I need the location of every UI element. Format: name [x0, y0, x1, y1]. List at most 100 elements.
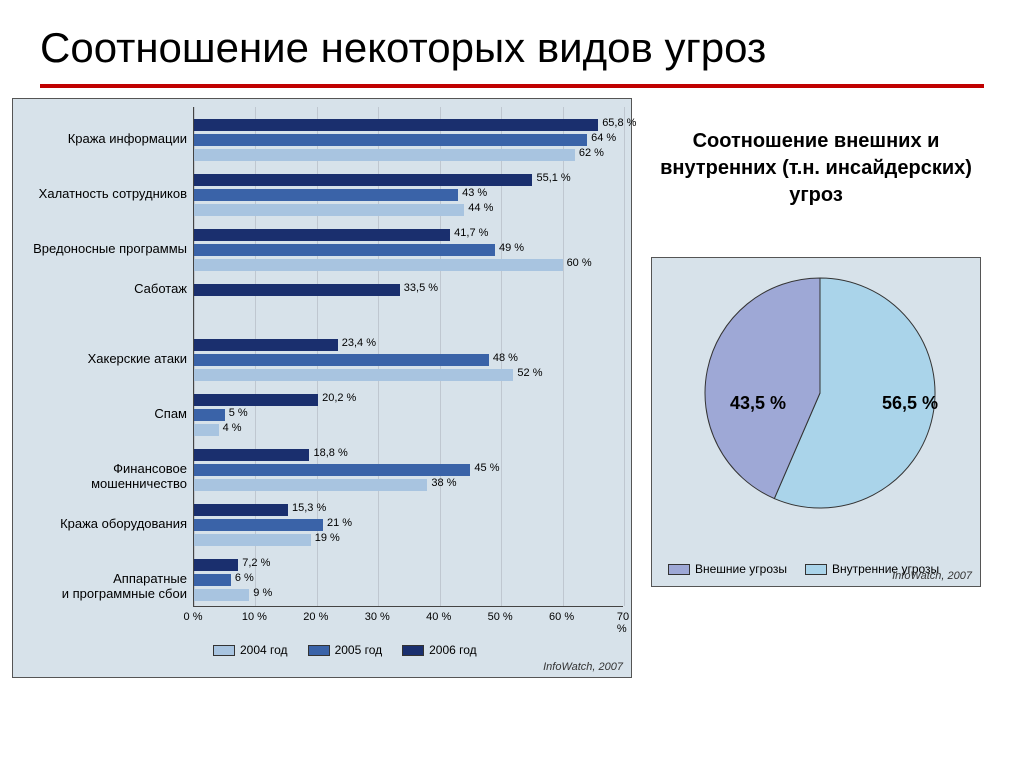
bar-value-label: 7,2 %: [242, 557, 270, 569]
bar-group: 65,8 % 64 % 62 %: [194, 119, 598, 161]
legend-label: 2004 год: [240, 643, 288, 657]
bar-value-label: 23,4 %: [342, 337, 376, 349]
x-tick-label: 50 %: [488, 611, 513, 623]
bar: 5 %: [194, 409, 225, 421]
bar: 9 %: [194, 589, 249, 601]
x-tick-label: 30 %: [365, 611, 390, 623]
bar: 43 %: [194, 189, 458, 201]
bar-value-label: 5 %: [229, 407, 248, 419]
category-label: Аппаратныеи программные сбои: [17, 572, 187, 602]
bar-group: 55,1 %43 %44 %: [194, 174, 532, 216]
bar: 64 %: [194, 134, 587, 146]
bar: 20,2 %: [194, 394, 318, 406]
bar: 19 %: [194, 534, 311, 546]
bar: 21 %: [194, 519, 323, 531]
category-label: Финансовое мошенничество: [17, 462, 187, 492]
content-row: 65,8 %64 %62 %55,1 %43 %44 %41,7 %49 %60…: [0, 88, 1024, 678]
legend-swatch: [668, 564, 690, 575]
x-tick-label: 10 %: [242, 611, 267, 623]
legend-swatch: [402, 645, 424, 656]
category-label: Кража информации: [17, 132, 187, 147]
x-tick-label: 60 %: [549, 611, 574, 623]
bar-value-label: 41,7 %: [454, 227, 488, 239]
bar: 60 %: [194, 259, 563, 271]
x-tick-label: 70 %: [617, 611, 629, 635]
bar: 62 %: [194, 149, 575, 161]
bar-value-label: 20,2 %: [322, 392, 356, 404]
bar-group: 7,2 % 6 % 9 %: [194, 559, 249, 601]
bar-group: 15,3 % 21 % 19 %: [194, 504, 323, 546]
bar-value-label: 52 %: [517, 367, 542, 379]
bar-value-label: 49 %: [499, 242, 524, 254]
legend-item: 2005 год: [308, 643, 383, 657]
bar: 65,8 %: [194, 119, 598, 131]
right-column: Соотношение внешних и внутренних (т.н. и…: [646, 98, 986, 678]
slide-title: Соотношение некоторых видов угроз: [0, 0, 1024, 80]
pie-chart-source: InfoWatch, 2007: [892, 570, 972, 582]
bar: 7,2 %: [194, 559, 238, 571]
bar-value-label: 19 %: [315, 532, 340, 544]
bar-value-label: 48 %: [493, 352, 518, 364]
bar-value-label: 65,8 %: [602, 117, 636, 129]
bar: 41,7 %: [194, 229, 450, 241]
pie-title: Соотношение внешних и внутренних (т.н. и…: [646, 128, 986, 209]
category-label: Спам: [17, 407, 187, 422]
legend-item: 2004 год: [213, 643, 288, 657]
pie-slice-label: 43,5 %: [730, 393, 786, 414]
legend-item: Внешние угрозы: [668, 562, 787, 576]
bar-value-label: 62 %: [579, 147, 604, 159]
bar: 45 %: [194, 464, 470, 476]
bar-value-label: 43 %: [462, 187, 487, 199]
bar-value-label: 60 %: [567, 257, 592, 269]
bar-group: 41,7 % 49 % 60 %: [194, 229, 563, 271]
bar-group: 23,4 % 48 % 52 %: [194, 339, 513, 381]
bar: 55,1 %: [194, 174, 532, 186]
bar: 33,5 %: [194, 284, 400, 296]
bar-value-label: 18,8 %: [313, 447, 347, 459]
x-tick-label: 20 %: [303, 611, 328, 623]
pie-chart-panel: Внешние угрозыВнутренние угрозы InfoWatc…: [651, 257, 981, 587]
bar: 52 %: [194, 369, 513, 381]
x-tick-label: 0 %: [184, 611, 203, 623]
category-label: Саботаж: [17, 282, 187, 297]
gridline: [624, 107, 625, 606]
bar-value-label: 55,1 %: [536, 172, 570, 184]
category-label: Вредоносные программы: [17, 242, 187, 257]
bar-chart-legend: 2004 год 2005 год 2006 год: [213, 643, 477, 657]
bar-chart-panel: 65,8 %64 %62 %55,1 %43 %44 %41,7 %49 %60…: [12, 98, 632, 678]
legend-swatch: [308, 645, 330, 656]
bar: 18,8 %: [194, 449, 309, 461]
legend-label: 2005 год: [335, 643, 383, 657]
legend-swatch: [213, 645, 235, 656]
legend-label: 2006 год: [429, 643, 477, 657]
category-label: Халатность сотрудников: [17, 187, 187, 202]
bar-value-label: 15,3 %: [292, 502, 326, 514]
bar-value-label: 33,5 %: [404, 282, 438, 294]
bar-chart-source: InfoWatch, 2007: [543, 661, 623, 673]
bar-value-label: 9 %: [253, 587, 272, 599]
legend-label: Внешние угрозы: [695, 562, 787, 576]
x-tick-label: 40 %: [426, 611, 451, 623]
legend-swatch: [805, 564, 827, 575]
bar: 23,4 %: [194, 339, 338, 351]
bar: 48 %: [194, 354, 489, 366]
bar: 6 %: [194, 574, 231, 586]
bar: 15,3 %: [194, 504, 288, 516]
bar-value-label: 45 %: [474, 462, 499, 474]
legend-item: 2006 год: [402, 643, 477, 657]
category-label: Кража оборудования: [17, 517, 187, 532]
bar-value-label: 21 %: [327, 517, 352, 529]
bar: 4 %: [194, 424, 219, 436]
bar-value-label: 44 %: [468, 202, 493, 214]
bar-value-label: 38 %: [431, 477, 456, 489]
bar: 44 %: [194, 204, 464, 216]
bar: 38 %: [194, 479, 427, 491]
bar-value-label: 64 %: [591, 132, 616, 144]
bar-group: 33,5 %: [194, 284, 400, 296]
category-label: Хакерские атаки: [17, 352, 187, 367]
bar-group: 20,2 %5 %4 %: [194, 394, 318, 436]
bar-group: 18,8 %45 %38 %: [194, 449, 470, 491]
bar-plot-area: 65,8 %64 %62 %55,1 %43 %44 %41,7 %49 %60…: [193, 107, 623, 607]
bar: 49 %: [194, 244, 495, 256]
pie-slice-label: 56,5 %: [882, 393, 938, 414]
